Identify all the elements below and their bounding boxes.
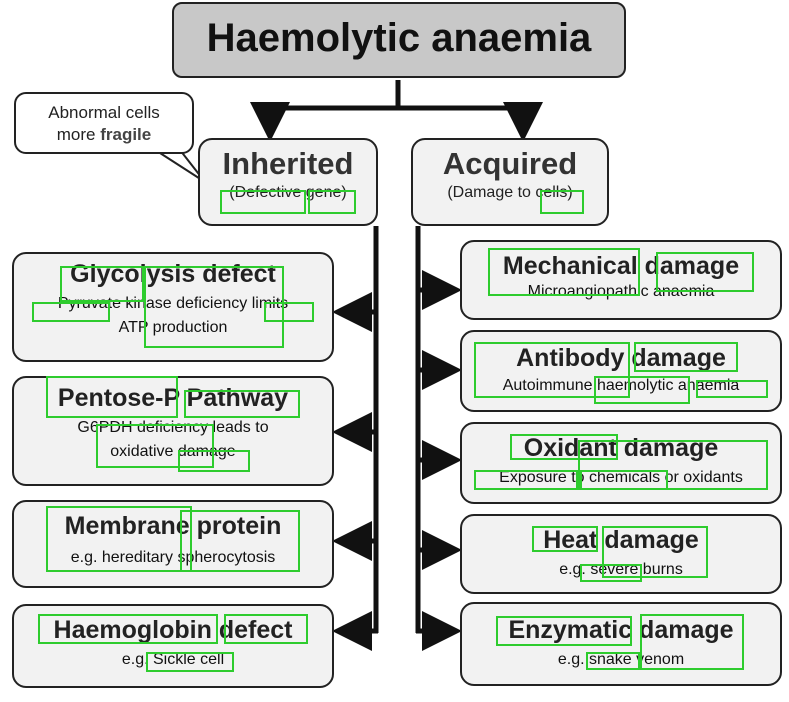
- acquired-item-oxidant: Oxidant damage Exposure to chemicals or …: [460, 422, 782, 504]
- callout-line2-plain: more: [56, 125, 101, 144]
- acquired-title: Acquired: [442, 146, 578, 181]
- inherited-item-glycolysis: Glycolysis defect Pyruvate kinase defici…: [12, 252, 334, 362]
- leaf-desc: e.g. severe burns: [559, 561, 683, 578]
- leaf-desc: e.g. Sickle cell: [121, 651, 225, 668]
- leaf-desc: e.g. snake venom: [557, 651, 685, 668]
- callout-box: Abnormal cells more fragile: [14, 92, 194, 154]
- leaf-title: Antibody damage: [516, 344, 726, 372]
- leaf-desc: Pyruvate kinase deficiency limits: [57, 295, 289, 312]
- acquired-subtitle: (Damage to cells): [447, 184, 573, 201]
- leaf-desc: Autoimmune haemolytic anaemia: [502, 377, 740, 394]
- inherited-box: Inherited (Defective gene): [198, 138, 378, 226]
- leaf-title: Heat damage: [543, 526, 699, 554]
- leaf-title: Haemoglobin defect: [53, 616, 293, 644]
- callout-line1: Abnormal cells: [48, 103, 160, 122]
- title-box: Haemolytic anaemia: [172, 2, 626, 78]
- leaf-desc: G6PDH deficiency leads to: [77, 419, 269, 436]
- leaf-title: Membrane protein: [64, 512, 282, 540]
- inherited-title: Inherited: [222, 146, 354, 181]
- leaf-title: Mechanical damage: [502, 252, 740, 280]
- leaf-title: Oxidant damage: [523, 434, 719, 462]
- leaf-title: Glycolysis defect: [70, 260, 276, 288]
- acquired-item-heat: Heat damage e.g. severe burns: [460, 514, 782, 594]
- callout-line2: more fragile: [16, 124, 192, 146]
- leaf-desc: oxidative damage: [110, 443, 236, 460]
- inherited-item-membrane: Membrane protein e.g. hereditary spheroc…: [12, 500, 334, 588]
- leaf-desc: e.g. hereditary spherocytosis: [70, 549, 276, 566]
- acquired-item-antibody: Antibody damage Autoimmune haemolytic an…: [460, 330, 782, 412]
- diagram-title: Haemolytic anaemia: [206, 16, 592, 60]
- callout-line2-bold: fragile: [100, 125, 152, 144]
- inherited-subtitle: (Defective gene): [229, 184, 347, 201]
- inherited-item-haemoglobin: Haemoglobin defect e.g. Sickle cell: [12, 604, 334, 688]
- leaf-desc: ATP production: [118, 319, 228, 336]
- acquired-item-mechanical: Mechanical damage Microangiopathic anaem…: [460, 240, 782, 320]
- leaf-desc: Exposure to chemicals or oxidants: [499, 469, 743, 486]
- acquired-item-enzymatic: Enzymatic damage e.g. snake venom: [460, 602, 782, 686]
- leaf-title: Enzymatic damage: [508, 616, 734, 644]
- inherited-item-pentose: Pentose-P Pathway G6PDH deficiency leads…: [12, 376, 334, 486]
- leaf-desc: Microangiopathic anaemia: [527, 283, 715, 300]
- leaf-title: Pentose-P Pathway: [57, 384, 289, 412]
- acquired-box: Acquired (Damage to cells): [411, 138, 609, 226]
